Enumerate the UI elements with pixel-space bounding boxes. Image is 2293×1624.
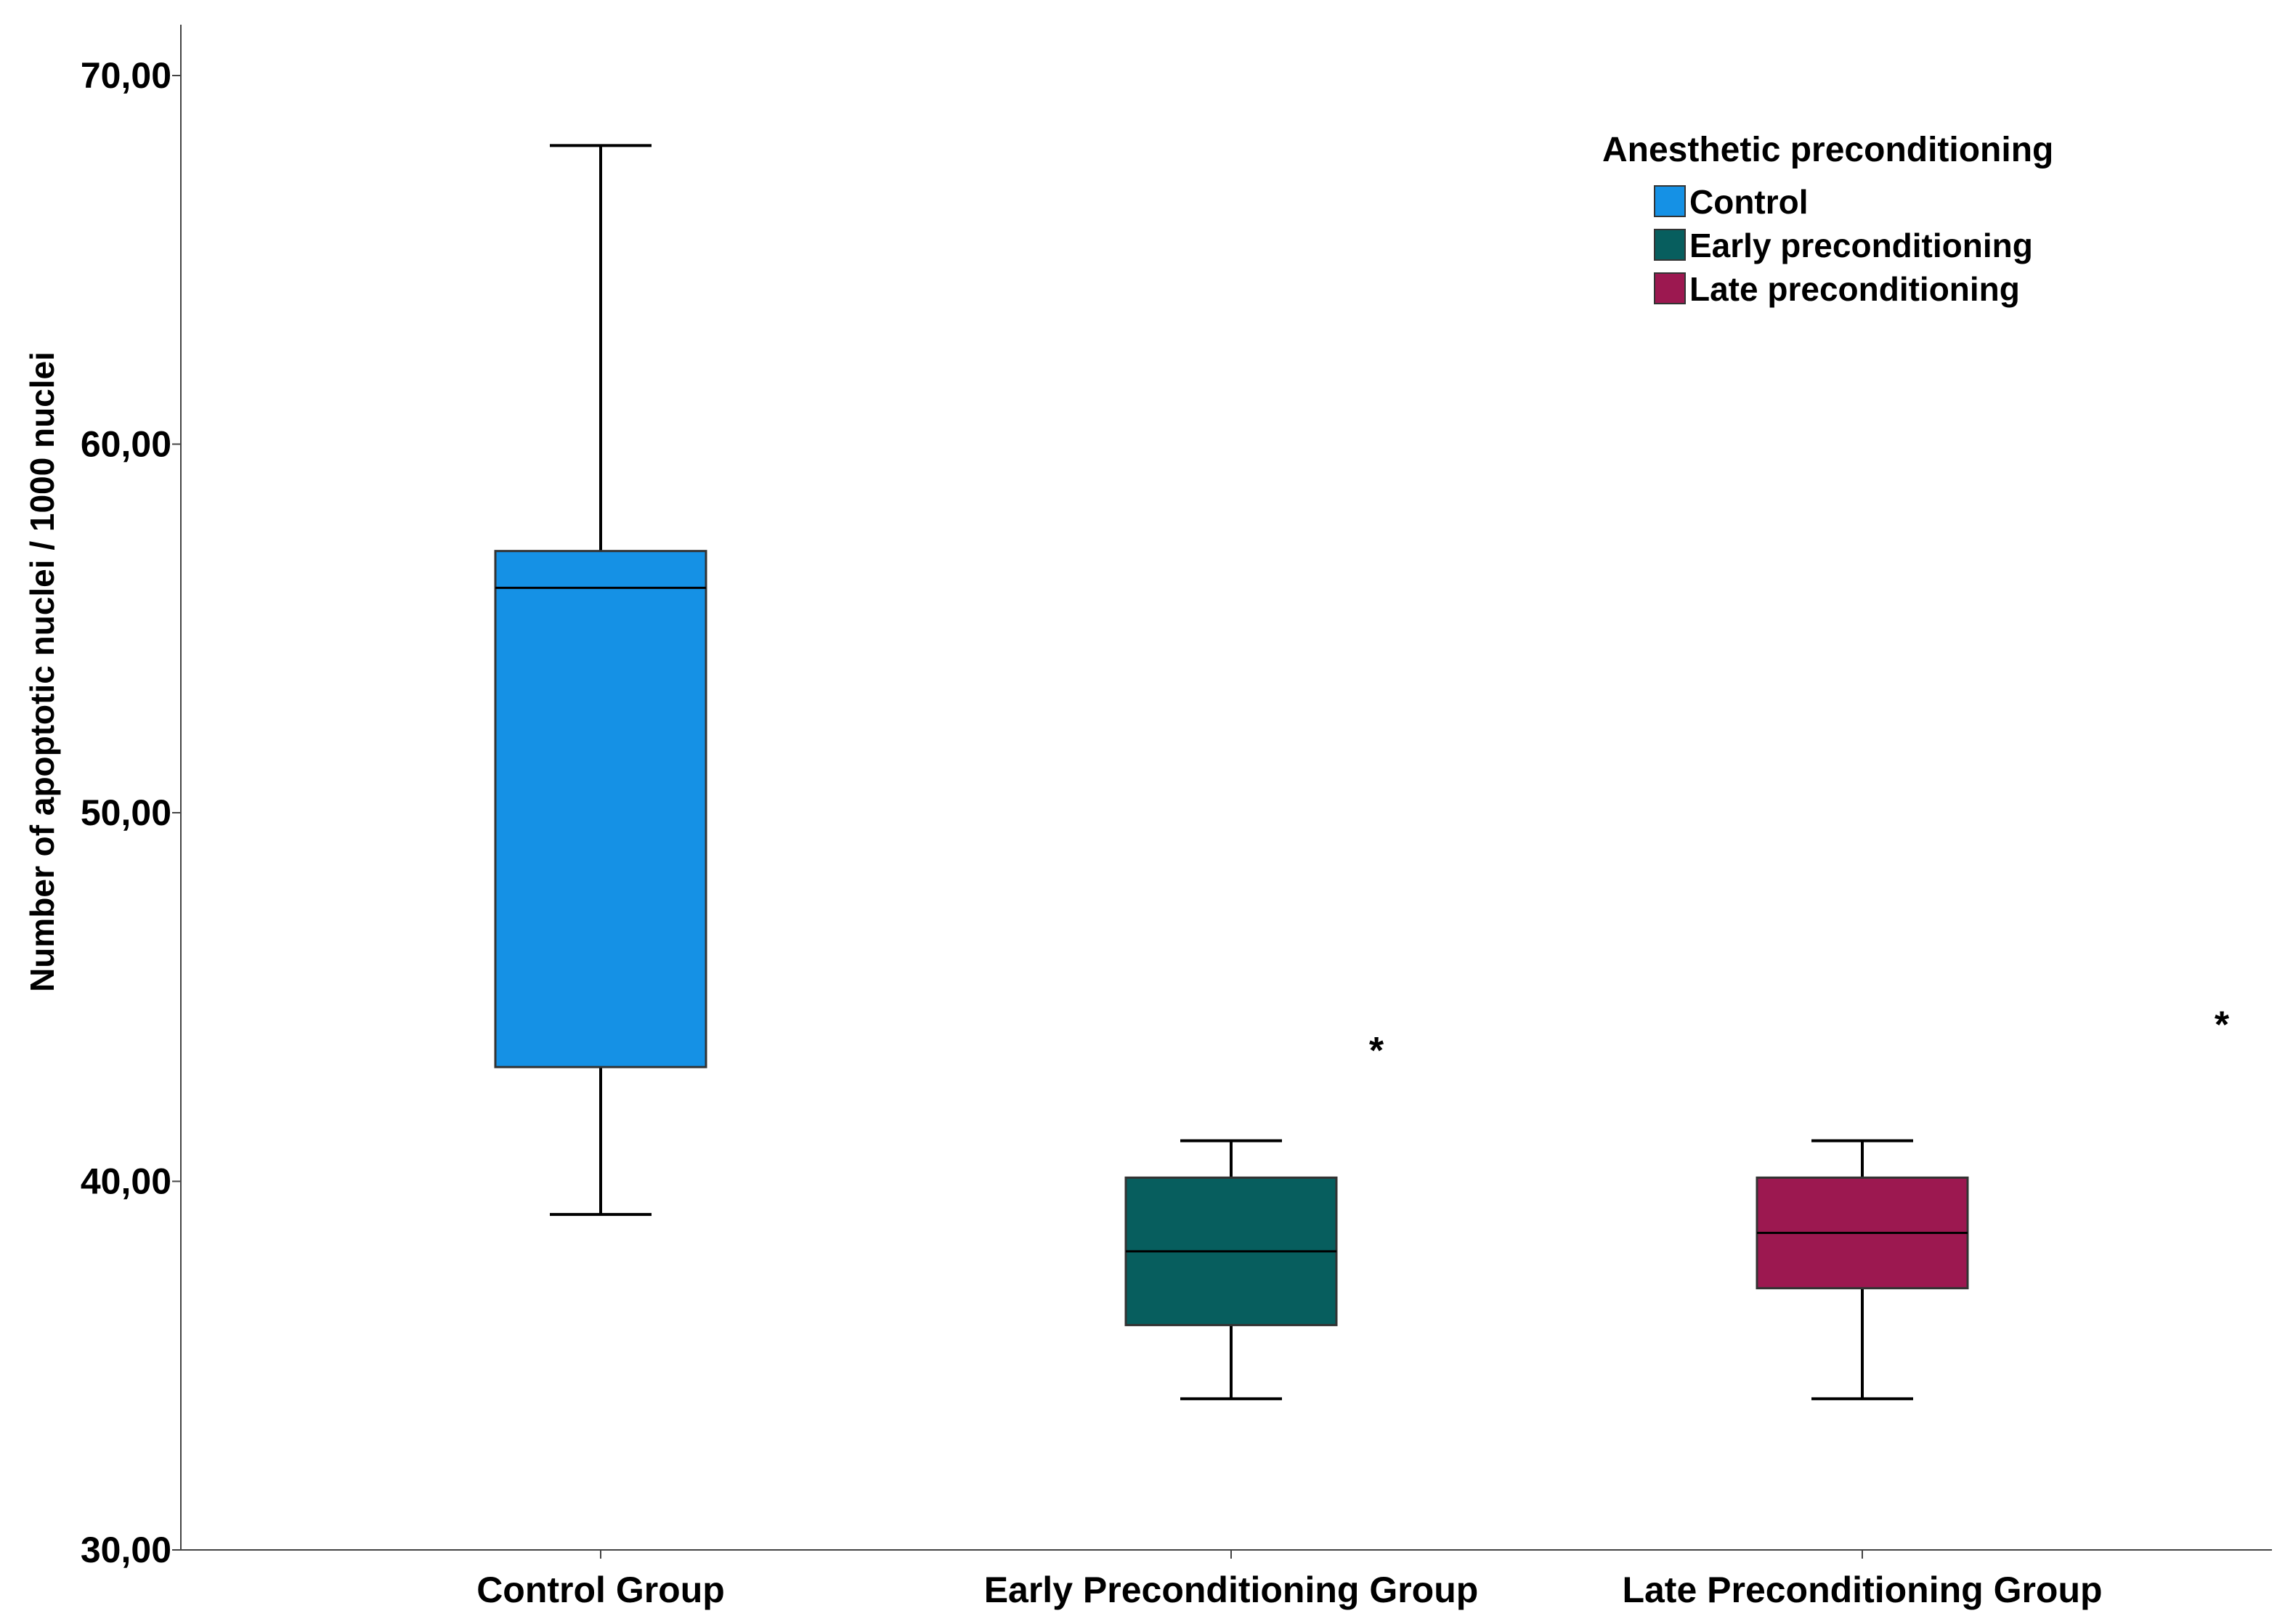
y-axis-title: Number of apoptotic nuclei / 1000 nuclei (23, 352, 61, 992)
legend-swatch (1654, 229, 1686, 261)
y-tick-label: 70,00 (81, 55, 171, 96)
annotations: ** (1369, 1004, 2230, 1072)
x-tick-label: Late Preconditioning Group (1622, 1570, 2102, 1610)
y-tick-label: 40,00 (81, 1161, 171, 1202)
y-tick-label: 50,00 (81, 792, 171, 833)
y-tick-label: 60,00 (81, 424, 171, 465)
legend-swatch (1654, 185, 1686, 217)
asterisk-marker: * (2215, 1004, 2230, 1046)
box-2 (1124, 1139, 1338, 1400)
legend-label: Late preconditioning (1689, 270, 2020, 308)
legend: Anesthetic preconditioning Control Early … (1602, 131, 2053, 308)
y-tick-label: 30,00 (81, 1530, 171, 1570)
axes: 30,00 40,00 50,00 60,00 70,00 Control Group Ea… (81, 25, 2272, 1610)
legend-title: Anesthetic preconditioning (1602, 131, 2053, 169)
box-1 (494, 144, 707, 1217)
box-body (494, 550, 707, 1068)
legend-swatch (1654, 272, 1686, 304)
x-tick-label: Early Preconditioning Group (984, 1570, 1479, 1610)
asterisk-marker: * (1369, 1030, 1384, 1072)
x-tick-label: Control Group (476, 1570, 725, 1610)
legend-label: Early preconditioning (1689, 227, 2033, 264)
legend-label: Control (1689, 183, 1809, 221)
legend-items: Control Early preconditioning Late precond… (1654, 183, 2033, 308)
boxes (494, 144, 1969, 1400)
box-3 (1756, 1139, 1969, 1400)
